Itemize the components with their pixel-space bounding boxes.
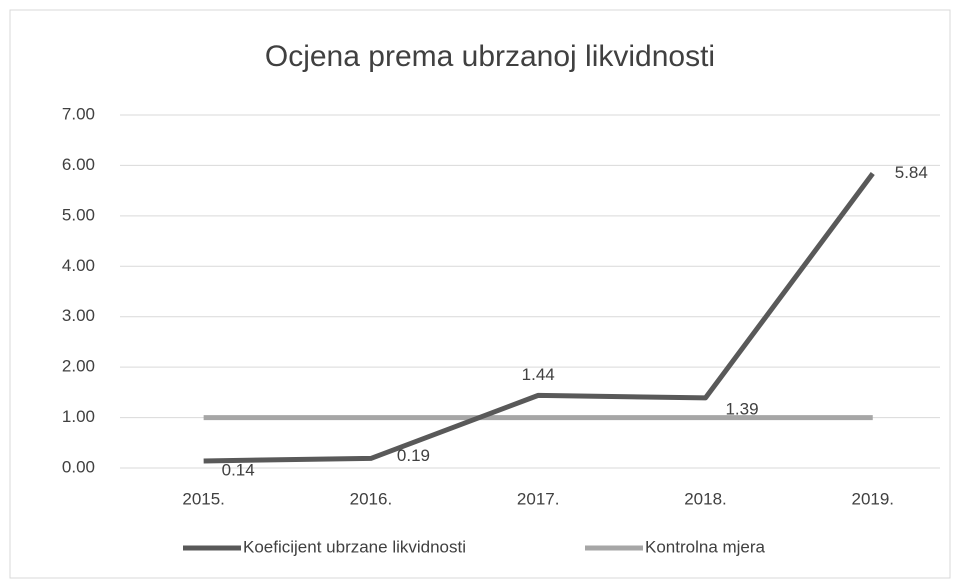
data-label: 1.39 bbox=[725, 399, 758, 418]
legend-label: Koeficijent ubrzane likvidnosti bbox=[243, 537, 466, 556]
data-label: 1.44 bbox=[522, 365, 555, 384]
y-tick-label: 5.00 bbox=[62, 205, 95, 224]
x-tick-label: 2015. bbox=[182, 489, 225, 508]
legend-label: Kontrolna mjera bbox=[645, 537, 766, 556]
y-tick-label: 2.00 bbox=[62, 357, 95, 376]
x-tick-label: 2019. bbox=[851, 489, 894, 508]
x-tick-label: 2018. bbox=[684, 489, 727, 508]
y-tick-label: 3.00 bbox=[62, 306, 95, 325]
data-label: 0.19 bbox=[397, 446, 430, 465]
y-tick-label: 0.00 bbox=[62, 457, 95, 476]
y-tick-label: 7.00 bbox=[62, 104, 95, 123]
data-label: 0.14 bbox=[222, 460, 255, 479]
data-label: 5.84 bbox=[895, 163, 928, 182]
chart-border bbox=[9, 9, 951, 579]
y-tick-label: 1.00 bbox=[62, 407, 95, 426]
y-tick-label: 6.00 bbox=[62, 155, 95, 174]
y-tick-label: 4.00 bbox=[62, 256, 95, 275]
line-series bbox=[203, 172, 875, 464]
chart-title: Ocjena prema ubrzanoj likvidnosti bbox=[265, 40, 715, 73]
x-tick-label: 2017. bbox=[517, 489, 560, 508]
x-tick-label: 2016. bbox=[350, 489, 393, 508]
